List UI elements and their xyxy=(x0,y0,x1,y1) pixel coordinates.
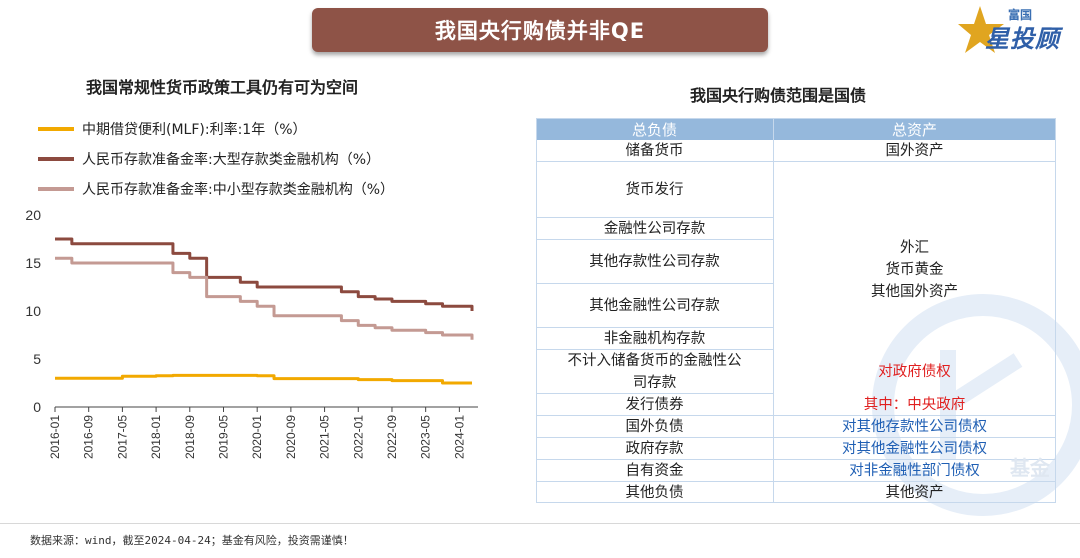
legend-item-small-rrr: 人民币存款准备金率:中小型存款类金融机构（%） xyxy=(38,180,394,198)
x-tick-label: 2022-01 xyxy=(351,415,365,459)
liability-row: 其他存款性公司存款 xyxy=(536,240,773,284)
balance-sheet-table: 总负债 总资产 储备货币 货币发行 金融性公司存款 其他存款性公司存款 其他金融… xyxy=(536,118,1056,503)
asset-other-foreign: 其他国外资产 xyxy=(871,284,958,300)
asset-gov-claims: 对政府债权 xyxy=(878,364,951,380)
x-tick-label: 2022-09 xyxy=(385,415,399,459)
liability-row: 货币发行 xyxy=(536,162,773,218)
liability-row: 储备货币 xyxy=(536,140,773,162)
liability-row: 政府存款 xyxy=(536,438,773,460)
liability-row: 不计入储备货币的金融性公司存款 xyxy=(536,350,773,394)
right-table-title: 我国央行购债范围是国债 xyxy=(690,86,867,105)
asset-gold: 货币黄金 xyxy=(885,262,944,278)
series-line-1 xyxy=(55,237,474,311)
x-tick-label: 2017-05 xyxy=(115,415,129,459)
header-assets: 总资产 xyxy=(774,118,1055,140)
x-tick-label: 2018-01 xyxy=(149,415,163,459)
column-divider xyxy=(773,118,774,503)
line-chart: 0 5 10 15 20 2016-01 2016-09 2017-05 2018-01 2018… xyxy=(25,207,478,459)
legend-label: 人民币存款准备金率:大型存款类金融机构（%） xyxy=(82,152,381,168)
liability-row: 非金融机构存款 xyxy=(536,328,773,350)
x-tick-label: 2024-01 xyxy=(452,415,466,459)
liability-row: 国外负债 xyxy=(536,416,773,438)
y-tick-label: 5 xyxy=(33,351,41,367)
asset-claims-ofc: 对其他金融性公司债权 xyxy=(774,438,1055,460)
legend-label: 中期借贷便利(MLF):利率:1年（%） xyxy=(82,122,307,138)
liability-row: 其他负债 xyxy=(625,484,684,501)
x-tick-label: 2018-09 xyxy=(183,415,197,459)
legend-item-mlf: 中期借贷便利(MLF):利率:1年（%） xyxy=(38,120,307,138)
liability-row: 其他金融性公司存款 xyxy=(536,284,773,328)
liability-row: 发行债券 xyxy=(536,394,773,416)
asset-fx: 外汇 xyxy=(900,240,929,256)
legend-label: 人民币存款准备金率:中小型存款类金融机构（%） xyxy=(82,182,395,198)
x-tick-label: 2020-01 xyxy=(250,415,264,459)
y-tick-label: 20 xyxy=(25,207,41,223)
x-tick-label: 2023-05 xyxy=(419,415,433,459)
banner-title: 我国央行购债并非QE xyxy=(434,19,646,43)
table-border xyxy=(536,118,1056,503)
asset-foreign-group: 外汇 货币黄金 其他国外资产 xyxy=(774,162,1055,350)
x-tick-label: 2020-09 xyxy=(284,415,298,459)
asset-claims-odc: 对其他存款性公司债权 xyxy=(774,416,1055,438)
logo-main-text: 星投顾 xyxy=(985,25,1060,53)
legend-swatch xyxy=(38,187,74,191)
asset-central-gov: 其中：中央政府 xyxy=(774,394,1055,416)
footer-source: 数据来源：wind，截至2024-04-24；基金有风险，投资需谨慎！ xyxy=(30,534,354,547)
title-banner: 我国央行购债并非QE xyxy=(312,8,768,52)
legend-swatch xyxy=(38,157,74,161)
series-line-0 xyxy=(55,373,472,385)
left-chart-title: 我国常规性货币政策工具仍有可为空间 xyxy=(86,78,359,97)
legend-item-large-rrr: 人民币存款准备金率:大型存款类金融机构（%） xyxy=(38,150,380,168)
y-tick-label: 10 xyxy=(25,303,41,319)
asset-other: 其他资产 xyxy=(885,484,944,501)
asset-claims-nonfin: 对非金融性部门债权 xyxy=(774,460,1055,482)
watermark-text: 基金 xyxy=(1010,456,1050,480)
y-tick-label: 0 xyxy=(33,399,41,415)
logo-top-text: 富国 xyxy=(1008,8,1033,22)
watermark-logo-icon xyxy=(872,294,1080,516)
legend-swatch xyxy=(38,127,74,131)
series-line-2 xyxy=(55,256,474,340)
asset-foreign: 国外资产 xyxy=(774,140,1055,162)
star-logo-icon xyxy=(958,6,1004,53)
x-tick-label: 2019-05 xyxy=(216,415,230,459)
liability-row: 自有资金 xyxy=(536,460,773,482)
liability-row: 金融性公司存款 xyxy=(536,218,773,240)
x-tick-label: 2021-05 xyxy=(318,415,332,459)
header-liabilities: 总负债 xyxy=(536,118,773,140)
x-tick-label: 2016-01 xyxy=(48,415,62,459)
y-tick-label: 15 xyxy=(25,255,41,271)
x-tick-label: 2016-09 xyxy=(82,415,96,459)
footer-divider xyxy=(0,523,1080,524)
